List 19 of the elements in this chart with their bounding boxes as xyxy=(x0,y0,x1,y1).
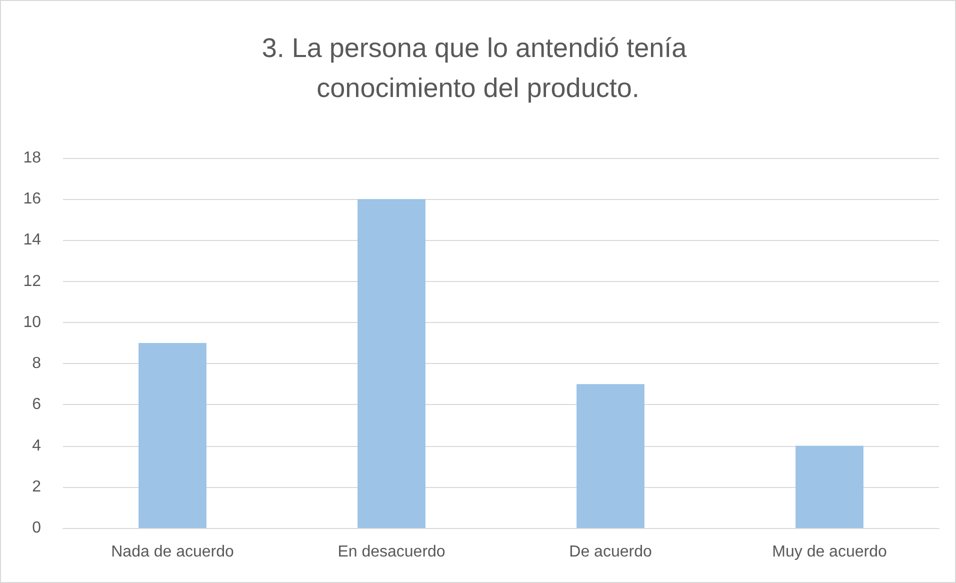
chart-title: 3. La persona que lo antendió tenía conocimiento del producto. xyxy=(262,33,694,103)
y-tick-label: 6 xyxy=(32,396,42,414)
y-tick-label: 12 xyxy=(23,272,42,290)
y-tick-label: 4 xyxy=(32,437,42,454)
x-tick-label: De acuerdo xyxy=(569,544,652,560)
y-tick-label: 16 xyxy=(23,190,42,208)
y-tick-label: 18 xyxy=(23,150,42,166)
y-tick-label: 14 xyxy=(23,232,42,249)
bar xyxy=(138,343,206,528)
y-tick-label: 2 xyxy=(32,478,42,496)
x-tick-label: Muy de acuerdo xyxy=(772,544,887,560)
y-tick-label: 10 xyxy=(23,314,42,331)
x-tick-label: En desacuerdo xyxy=(338,544,446,560)
bar xyxy=(358,199,426,528)
x-tick-label: Nada de acuerdo xyxy=(111,544,234,560)
y-tick-label: 8 xyxy=(32,355,42,372)
bar xyxy=(576,384,644,528)
bar xyxy=(796,446,864,528)
y-tick-label: 0 xyxy=(32,520,42,536)
